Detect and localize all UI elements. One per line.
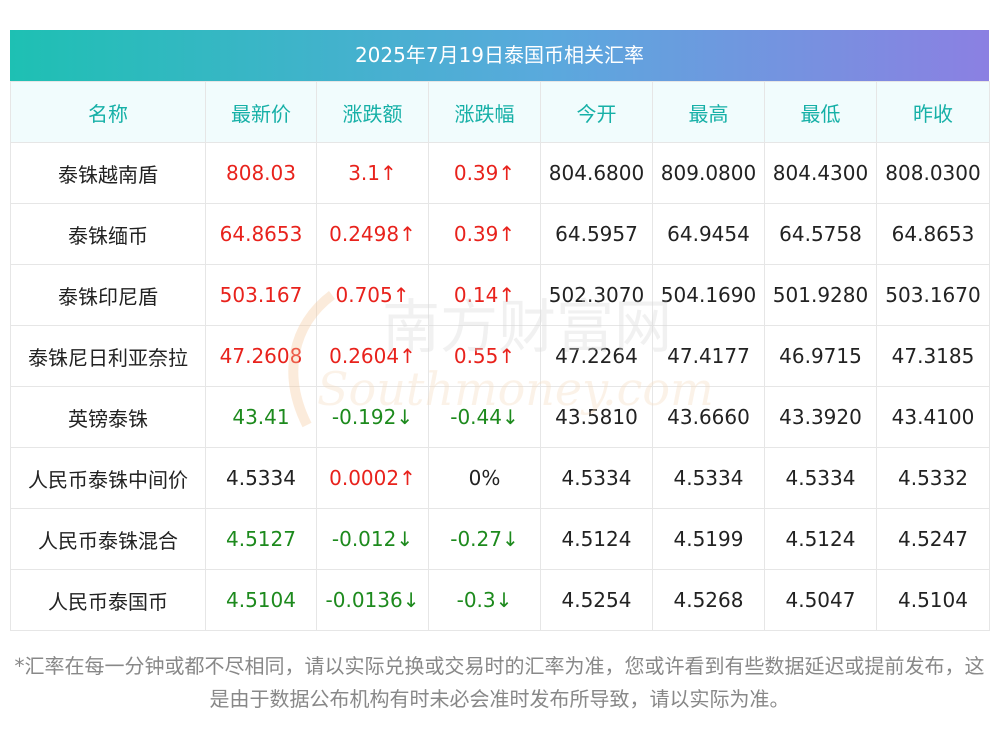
table-title: 2025年7月19日泰国币相关汇率 (10, 30, 989, 81)
cell-low: 4.5124 (764, 508, 877, 570)
cell-name: 人民币泰国币 (10, 569, 206, 631)
cell-latest: 43.41 (205, 386, 317, 448)
cell-latest: 808.03 (205, 142, 317, 204)
cell-low: 4.5047 (764, 569, 877, 631)
cell-change-pct: 0% (428, 447, 541, 509)
cell-prev-close: 47.3185 (876, 325, 990, 387)
cell-prev-close: 64.8653 (876, 203, 990, 265)
cell-high: 809.0800 (652, 142, 765, 204)
cell-open: 47.2264 (540, 325, 653, 387)
cell-high: 4.5334 (652, 447, 765, 509)
cell-open: 804.6800 (540, 142, 653, 204)
cell-latest: 503.167 (205, 264, 317, 326)
cell-high: 43.6660 (652, 386, 765, 448)
cell-name: 泰铢尼日利亚奈拉 (10, 325, 206, 387)
cell-prev-close: 808.0300 (876, 142, 990, 204)
cell-name: 泰铢印尼盾 (10, 264, 206, 326)
cell-latest: 47.2608 (205, 325, 317, 387)
cell-high: 47.4177 (652, 325, 765, 387)
cell-change: 3.1↑ (316, 142, 429, 204)
header-high: 最高 (652, 81, 765, 143)
cell-low: 4.5334 (764, 447, 877, 509)
cell-change: -0.0136↓ (316, 569, 429, 631)
cell-prev-close: 503.1670 (876, 264, 990, 326)
table-row: 人民币泰国币 4.5104 -0.0136↓ -0.3↓ 4.5254 4.5268 4.5… (10, 569, 990, 631)
table-row: 人民币泰铢中间价 4.5334 0.0002↑ 0% 4.5334 4.5334 4.533… (10, 447, 990, 509)
cell-low: 43.3920 (764, 386, 877, 448)
cell-change-pct: -0.27↓ (428, 508, 541, 570)
cell-open: 4.5124 (540, 508, 653, 570)
cell-high: 64.9454 (652, 203, 765, 265)
header-change: 涨跌额 (316, 81, 429, 143)
cell-low: 804.4300 (764, 142, 877, 204)
cell-change: 0.0002↑ (316, 447, 429, 509)
table-row: 泰铢尼日利亚奈拉 47.2608 0.2604↑ 0.55↑ 47.2264 47.417… (10, 325, 990, 387)
cell-change-pct: 0.39↑ (428, 203, 541, 265)
header-name: 名称 (10, 81, 206, 143)
cell-open: 502.3070 (540, 264, 653, 326)
footnote: *汇率在每一分钟或都不尽相同，请以实际兑换或交易时的汇率为准，您或许看到有些数据… (14, 654, 985, 711)
cell-latest: 4.5334 (205, 447, 317, 509)
rate-table-container: 2025年7月19日泰国币相关汇率 名称 最新价 涨跌额 涨跌幅 今开 最高 最… (10, 30, 990, 631)
cell-change: 0.705↑ (316, 264, 429, 326)
cell-latest: 4.5104 (205, 569, 317, 631)
table-row: 泰铢印尼盾 503.167 0.705↑ 0.14↑ 502.3070 504.1690 5… (10, 264, 990, 326)
cell-open: 4.5254 (540, 569, 653, 631)
cell-name: 英镑泰铢 (10, 386, 206, 448)
cell-change: 0.2498↑ (316, 203, 429, 265)
cell-prev-close: 4.5332 (876, 447, 990, 509)
cell-prev-close: 4.5247 (876, 508, 990, 570)
cell-change-pct: 0.39↑ (428, 142, 541, 204)
cell-name: 人民币泰铢混合 (10, 508, 206, 570)
cell-change: -0.192↓ (316, 386, 429, 448)
cell-change-pct: -0.3↓ (428, 569, 541, 631)
table-row: 泰铢越南盾 808.03 3.1↑ 0.39↑ 804.6800 809.0800 804.… (10, 142, 990, 204)
exchange-rate-table: 名称 最新价 涨跌额 涨跌幅 今开 最高 最低 昨收 泰铢越南盾 808.03 3.… (10, 81, 990, 631)
header-prev-close: 昨收 (876, 81, 990, 143)
cell-open: 43.5810 (540, 386, 653, 448)
cell-name: 人民币泰铢中间价 (10, 447, 206, 509)
cell-high: 4.5199 (652, 508, 765, 570)
table-row: 英镑泰铢 43.41 -0.192↓ -0.44↓ 43.5810 43.6660 43.3… (10, 386, 990, 448)
cell-prev-close: 43.4100 (876, 386, 990, 448)
cell-latest: 64.8653 (205, 203, 317, 265)
cell-low: 46.9715 (764, 325, 877, 387)
cell-change-pct: -0.44↓ (428, 386, 541, 448)
cell-change: -0.012↓ (316, 508, 429, 570)
table-row: 泰铢缅币 64.8653 0.2498↑ 0.39↑ 64.5957 64.9454 64.… (10, 203, 990, 265)
cell-low: 501.9280 (764, 264, 877, 326)
cell-latest: 4.5127 (205, 508, 317, 570)
cell-name: 泰铢缅币 (10, 203, 206, 265)
cell-high: 4.5268 (652, 569, 765, 631)
cell-open: 4.5334 (540, 447, 653, 509)
cell-high: 504.1690 (652, 264, 765, 326)
header-low: 最低 (764, 81, 877, 143)
cell-low: 64.5758 (764, 203, 877, 265)
header-change-pct: 涨跌幅 (428, 81, 541, 143)
header-open: 今开 (540, 81, 653, 143)
cell-change-pct: 0.14↑ (428, 264, 541, 326)
cell-open: 64.5957 (540, 203, 653, 265)
header-latest: 最新价 (205, 81, 317, 143)
cell-change: 0.2604↑ (316, 325, 429, 387)
cell-change-pct: 0.55↑ (428, 325, 541, 387)
table-header-row: 名称 最新价 涨跌额 涨跌幅 今开 最高 最低 昨收 (10, 81, 990, 143)
table-row: 人民币泰铢混合 4.5127 -0.012↓ -0.27↓ 4.5124 4.5199 4.… (10, 508, 990, 570)
cell-prev-close: 4.5104 (876, 569, 990, 631)
cell-name: 泰铢越南盾 (10, 142, 206, 204)
